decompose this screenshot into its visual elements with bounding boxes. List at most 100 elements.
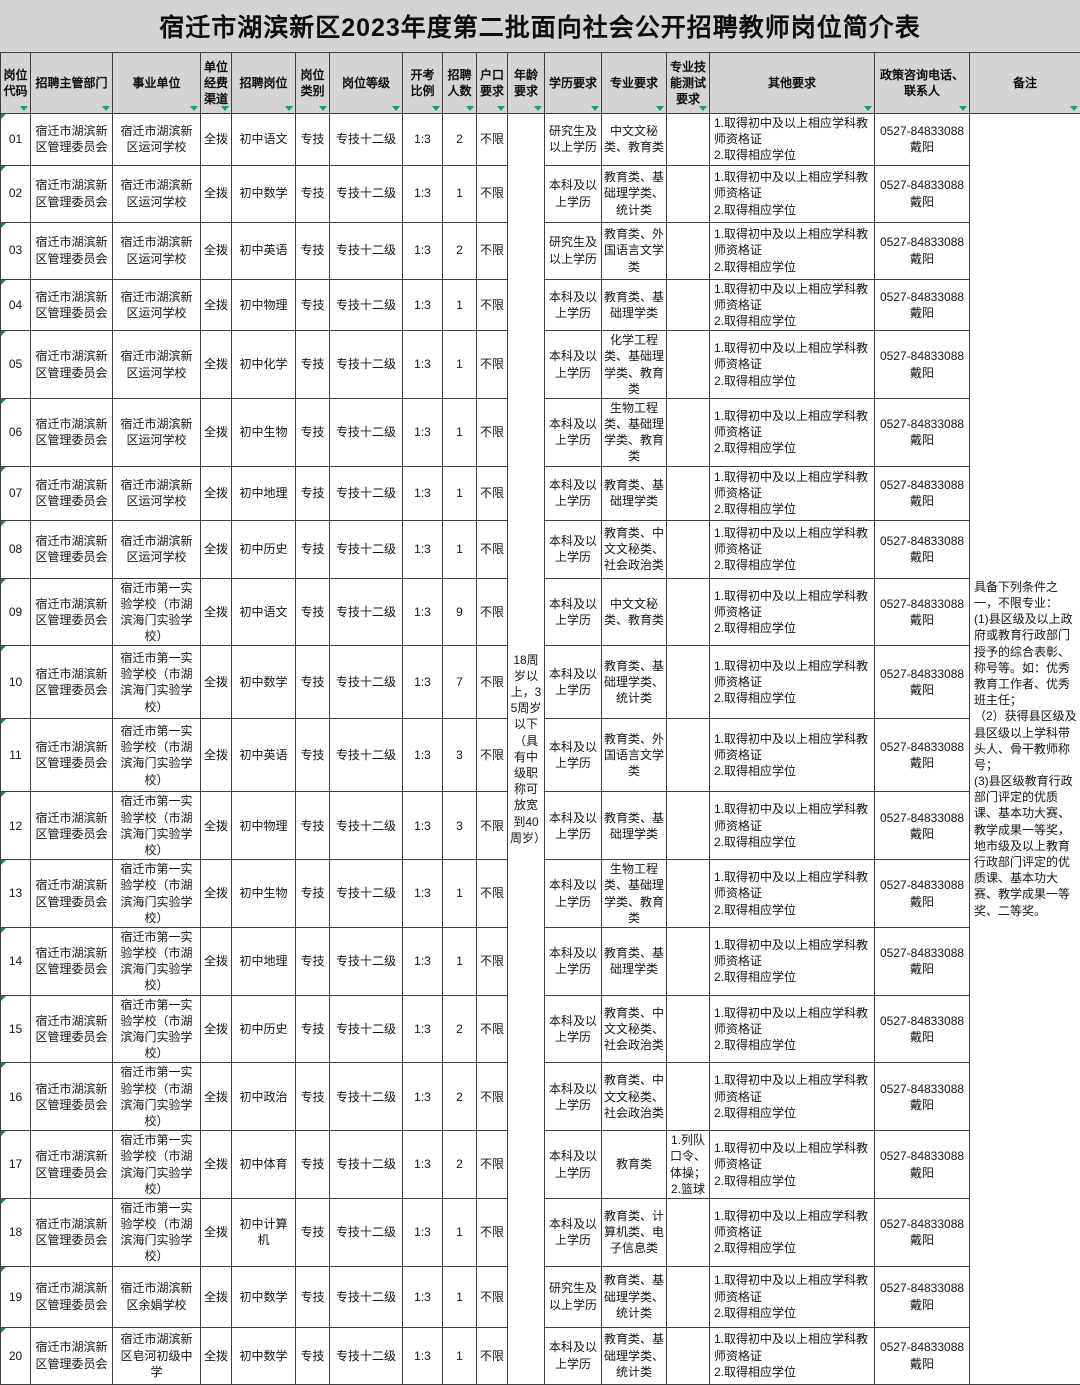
cell-text: 19 bbox=[9, 1290, 22, 1304]
filter-dropdown-icon[interactable] bbox=[1070, 106, 1078, 111]
cell-public-institution: 宿迁市湖滨新区余娟学校 bbox=[113, 1266, 201, 1327]
cell-recruit-count: 1 bbox=[443, 1327, 477, 1384]
cell-text: 不限 bbox=[480, 132, 504, 146]
cell-text: 宿迁市第一实验学校（市湖滨海门实验学校） bbox=[120, 862, 192, 925]
filter-dropdown-icon[interactable] bbox=[190, 106, 198, 111]
cell-education-requirement: 本科及以上学历 bbox=[545, 1063, 602, 1131]
cell-hukou-requirement: 不限 bbox=[477, 860, 508, 928]
cell-text: 1:3 bbox=[414, 954, 431, 968]
filter-dropdown-icon[interactable] bbox=[319, 106, 327, 111]
cell-public-institution: 宿迁市第一实验学校（市湖滨海门实验学校） bbox=[113, 719, 201, 792]
cell-text: 教育类、基础理学类 bbox=[604, 811, 664, 841]
cell-public-institution: 宿迁市湖滨新区运河学校 bbox=[113, 222, 201, 279]
cell-text: 宿迁市湖滨新区管理委员会 bbox=[35, 1281, 107, 1311]
cell-skill-test-requirement bbox=[667, 1327, 710, 1384]
cell-major-requirement: 生物工程类、基础理学类、教育类 bbox=[602, 860, 667, 928]
cell-text: 1:3 bbox=[414, 1225, 431, 1239]
cell-funding-channel: 全拨 bbox=[201, 165, 232, 222]
cell-text: 1 bbox=[456, 486, 463, 500]
cell-text: 不限 bbox=[480, 1022, 504, 1036]
cell-text: 本科及以上学历 bbox=[549, 349, 597, 379]
cell-post-grade: 专技十二级 bbox=[330, 1327, 403, 1384]
filter-dropdown-icon[interactable] bbox=[392, 106, 400, 111]
cell-text: 专技十二级 bbox=[336, 1157, 396, 1171]
filter-dropdown-icon[interactable] bbox=[285, 106, 293, 111]
cell-text: 本科及以上学历 bbox=[549, 1014, 597, 1044]
cell-post-category: 专技 bbox=[296, 466, 330, 520]
cell-text: 宿迁市湖滨新区管理委员会 bbox=[35, 1149, 107, 1179]
cell-other-requirements: 1.取得初中及以上相应学科教师资格证 2.取得相应学位 bbox=[710, 927, 875, 995]
cell-recruit-count: 1 bbox=[443, 520, 477, 578]
filter-dropdown-icon[interactable] bbox=[534, 106, 542, 111]
cell-text: 初中体育 bbox=[239, 1157, 287, 1171]
cell-text: 教育类、中文文秘类、社会政治类 bbox=[604, 1006, 664, 1052]
cell-text: 全拨 bbox=[204, 675, 228, 689]
cell-recruit-count: 2 bbox=[443, 1063, 477, 1131]
cell-other-requirements: 1.取得初中及以上相应学科教师资格证 2.取得相应学位 bbox=[710, 520, 875, 578]
cell-contact-phone: 0527-84833088 戴阳 bbox=[875, 466, 970, 520]
cell-skill-test-requirement bbox=[667, 222, 710, 279]
cell-text: 宿迁市第一实验学校（市湖滨海门实验学校） bbox=[120, 998, 192, 1061]
cell-post-code: 01 bbox=[1, 114, 31, 166]
cell-text: 初中数学 bbox=[239, 675, 287, 689]
cell-error-flag-icon bbox=[1, 996, 6, 1001]
filter-dropdown-icon[interactable] bbox=[959, 106, 967, 111]
cell-major-requirement: 教育类、基础理学类 bbox=[602, 466, 667, 520]
cell-text: 1.取得初中及以上相应学科教师资格证 2.取得相应学位 bbox=[714, 589, 868, 635]
filter-dropdown-icon[interactable] bbox=[497, 106, 505, 111]
cell-hukou-requirement: 不限 bbox=[477, 331, 508, 399]
cell-text: 研究生及以上学历 bbox=[549, 124, 597, 154]
cell-text: 专技 bbox=[300, 132, 324, 146]
cell-text: 1.取得初中及以上相应学科教师资格证 2.取得相应学位 bbox=[714, 659, 868, 705]
cell-funding-channel: 全拨 bbox=[201, 578, 232, 646]
cell-post-code: 02 bbox=[1, 165, 31, 222]
cell-text: 全拨 bbox=[204, 486, 228, 500]
filter-dropdown-icon[interactable] bbox=[699, 106, 707, 111]
filter-dropdown-icon[interactable] bbox=[221, 106, 229, 111]
cell-hukou-requirement: 不限 bbox=[477, 279, 508, 331]
cell-text: 1:3 bbox=[414, 1022, 431, 1036]
cell-text: 初中数学 bbox=[239, 1290, 287, 1304]
filter-dropdown-icon[interactable] bbox=[656, 106, 664, 111]
cell-hukou-requirement: 不限 bbox=[477, 792, 508, 860]
cell-text: 宿迁市第一实验学校（市湖滨海门实验学校） bbox=[120, 1133, 192, 1196]
cell-post-category: 专技 bbox=[296, 1131, 330, 1199]
cell-post-grade: 专技十二级 bbox=[330, 792, 403, 860]
cell-major-requirement: 教育类 bbox=[602, 1131, 667, 1199]
cell-text: 教育类、中文文秘类、社会政治类 bbox=[604, 1073, 664, 1119]
cell-contact-phone: 0527-84833088 戴阳 bbox=[875, 578, 970, 646]
cell-hukou-requirement: 不限 bbox=[477, 222, 508, 279]
cell-major-requirement: 教育类、基础理学类 bbox=[602, 279, 667, 331]
filter-dropdown-icon[interactable] bbox=[864, 106, 872, 111]
cell-text: 专技十二级 bbox=[336, 357, 396, 371]
filter-dropdown-icon[interactable] bbox=[102, 106, 110, 111]
cell-recruiting-department: 宿迁市湖滨新区管理委员会 bbox=[31, 1063, 113, 1131]
cell-post-grade: 专技十二级 bbox=[330, 114, 403, 166]
cell-post-code: 11 bbox=[1, 719, 31, 792]
cell-text: 初中政治 bbox=[239, 1090, 287, 1104]
cell-text: 专技 bbox=[300, 357, 324, 371]
cell-text: 全拨 bbox=[204, 1290, 228, 1304]
cell-post-category: 专技 bbox=[296, 646, 330, 719]
cell-text: 2 bbox=[456, 132, 463, 146]
cell-post-category: 专技 bbox=[296, 222, 330, 279]
cell-other-requirements: 1.取得初中及以上相应学科教师资格证 2.取得相应学位 bbox=[710, 331, 875, 399]
filter-dropdown-icon[interactable] bbox=[466, 106, 474, 111]
filter-dropdown-icon[interactable] bbox=[432, 106, 440, 111]
cell-text: 全拨 bbox=[204, 1225, 228, 1239]
cell-hukou-requirement: 不限 bbox=[477, 520, 508, 578]
cell-text: 初中历史 bbox=[239, 542, 287, 556]
cell-education-requirement: 本科及以上学历 bbox=[545, 792, 602, 860]
cell-text: 1:3 bbox=[414, 425, 431, 439]
filter-dropdown-icon[interactable] bbox=[591, 106, 599, 111]
cell-funding-channel: 全拨 bbox=[201, 1266, 232, 1327]
cell-recruiting-department: 宿迁市湖滨新区管理委员会 bbox=[31, 860, 113, 928]
cell-contact-phone: 0527-84833088 戴阳 bbox=[875, 927, 970, 995]
cell-text: 初中语文 bbox=[239, 605, 287, 619]
cell-error-flag-icon bbox=[1, 331, 6, 336]
filter-dropdown-icon[interactable] bbox=[20, 106, 28, 111]
cell-text: 18周岁以上，35周岁以下（具有中级职称可放宽到40周岁） bbox=[510, 653, 545, 845]
cell-text: 1:3 bbox=[414, 1157, 431, 1171]
col-header-major-requirement: 专业要求 bbox=[602, 53, 667, 114]
cell-recruit-count: 1 bbox=[443, 466, 477, 520]
